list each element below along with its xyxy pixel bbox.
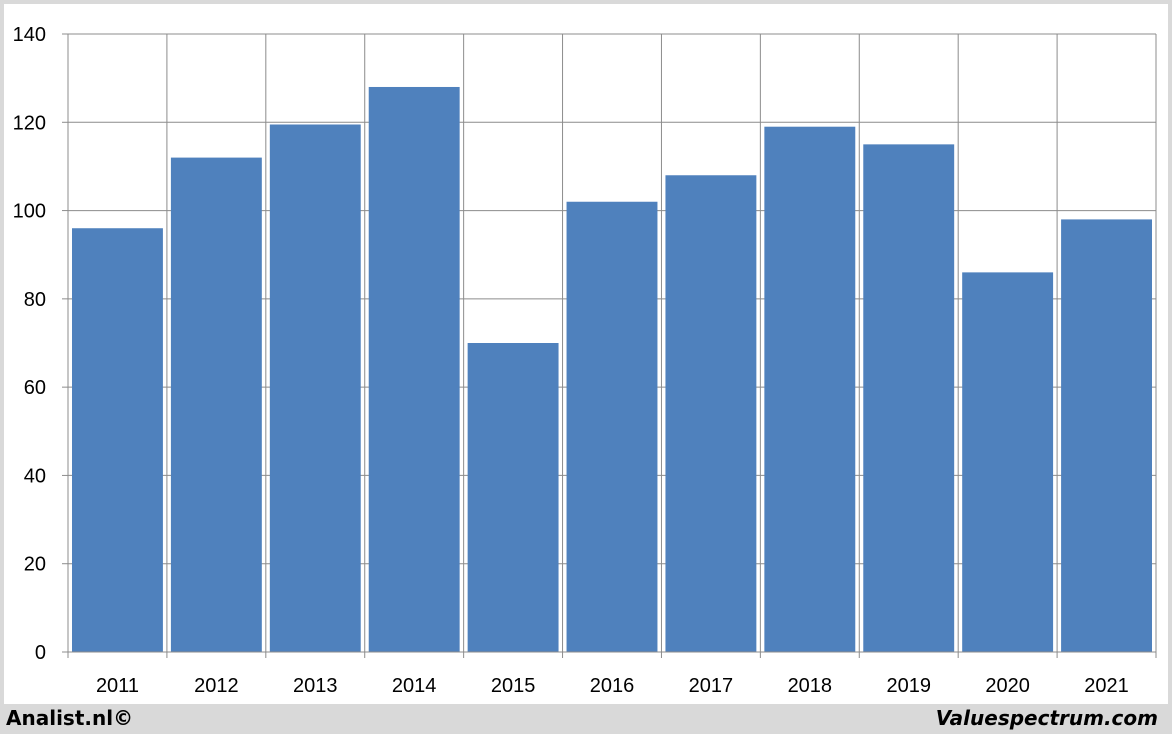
x-tick-label: 2016 [590,675,635,697]
x-tick-label: 2013 [293,675,338,697]
bar-2011 [72,228,163,652]
x-tick-label: 2012 [194,675,239,697]
y-tick-label: 100 [13,201,46,223]
x-tick-label: 2015 [491,675,536,697]
bar-2012 [170,157,262,652]
bars [72,86,1152,652]
bar-2016 [566,201,658,652]
x-tick-label: 2011 [96,675,139,697]
x-tick-label: 2017 [689,675,734,697]
bar-2019 [863,144,955,652]
y-tick-label: 80 [24,289,46,311]
axes [62,33,1157,658]
y-tick-label: 120 [13,112,46,134]
tick-labels: 0 20 40 60 80 100 120 140 2011 2012 2013 2014 2015 20… [13,24,1129,697]
bar-2015 [467,343,559,652]
y-tick-label: 20 [24,554,46,576]
source-credit-left: Analist.nl© [6,706,134,730]
x-tick-label: 2019 [886,675,931,697]
x-tick-label: 2020 [985,675,1030,697]
bar-2020 [962,272,1054,652]
bar-2021 [1061,219,1152,652]
y-tick-label: 60 [24,377,46,399]
x-tick-label: 2021 [1084,675,1129,697]
source-credit-right: Valuespectrum.com [935,706,1158,730]
x-tick-label: 2018 [788,675,833,697]
x-tick-label: 2014 [392,675,437,697]
bar-2013 [269,124,361,652]
bar-2018 [764,126,856,652]
y-tick-label: 0 [35,642,46,664]
y-tick-label: 40 [24,465,46,487]
bar-2014 [368,86,460,652]
y-tick-label: 140 [13,24,46,46]
bar-2017 [665,175,757,652]
